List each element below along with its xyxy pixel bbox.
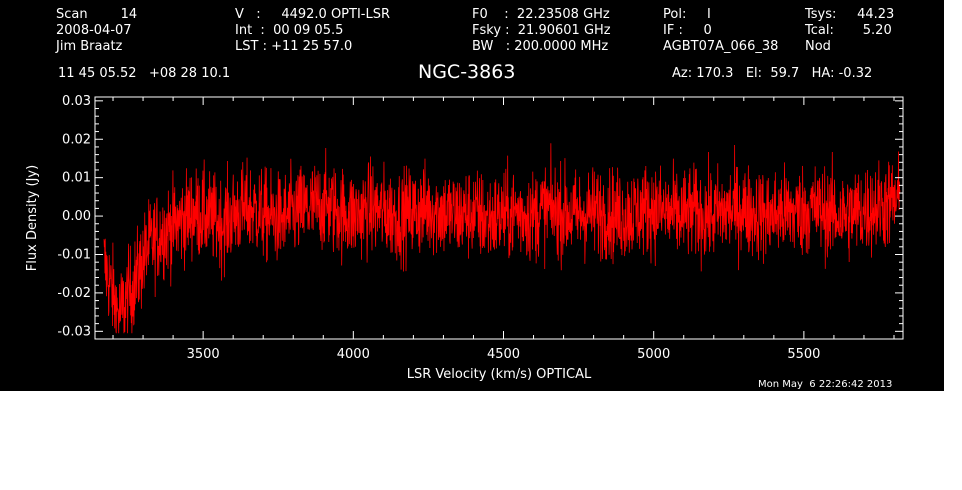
y-tick-label: 0.03 [62, 94, 91, 109]
timestamp-label: Mon May 6 22:26:42 2013 [758, 379, 893, 390]
spectrum-panel: Scan 14 2008-04-07 Jim Braatz V : 4492.0… [0, 0, 944, 391]
x-tick-label: 5000 [637, 347, 670, 362]
integration-label: Int : 00 09 05.5 [235, 23, 344, 38]
observer-label: Jim Braatz [56, 39, 123, 54]
y-tick-label: 0.00 [62, 209, 91, 224]
y-tick-label: -0.02 [57, 286, 91, 301]
y-tick-label: 0.01 [62, 171, 91, 186]
fsky-label: Fsky : 21.90601 GHz [472, 23, 611, 38]
pol-label: Pol: I [663, 7, 711, 22]
y-axis-label: Flux Density (Jy) [25, 165, 40, 271]
lst-label: LST : +11 25 57.0 [235, 39, 353, 54]
velocity-label: V : 4492.0 OPTI-LSR [235, 7, 391, 22]
coordinates-label: 11 45 05.52 +08 28 10.1 [58, 66, 231, 81]
chart-title: NGC-3863 [418, 61, 516, 83]
date-label: 2008-04-07 [56, 23, 132, 38]
plot-frame [94, 96, 904, 340]
y-tick-label: -0.03 [57, 324, 91, 339]
project-label: AGBT07A_066_38 [663, 39, 779, 54]
procedure-label: Nod [805, 39, 831, 54]
scan-label: Scan 14 [56, 7, 138, 22]
x-tick-label: 3500 [187, 347, 220, 362]
spectrum-plot: 3500 4000 4500 5000 5500 -0.03 -0.02 -0.01 0.00 0… [25, 94, 904, 382]
y-tick-label: -0.01 [57, 247, 91, 262]
azel-label: Az: 170.3 El: 59.7 HA: -0.32 [672, 66, 873, 81]
f0-label: F0 : 22.23508 GHz [472, 7, 610, 22]
spectrum-series-line [103, 143, 901, 334]
if-label: IF : 0 [663, 23, 712, 38]
bandwidth-label: BW : 200.0000 MHz [472, 39, 609, 54]
y-tick-label: 0.02 [62, 132, 91, 147]
x-tick-label: 4000 [337, 347, 370, 362]
x-tick-label: 5500 [787, 347, 820, 362]
tcal-label: Tcal: 5.20 [805, 23, 892, 38]
x-axis-label: LSR Velocity (km/s) OPTICAL [407, 367, 592, 382]
tsys-label: Tsys: 44.23 [805, 7, 895, 22]
x-tick-label: 4500 [487, 347, 520, 362]
